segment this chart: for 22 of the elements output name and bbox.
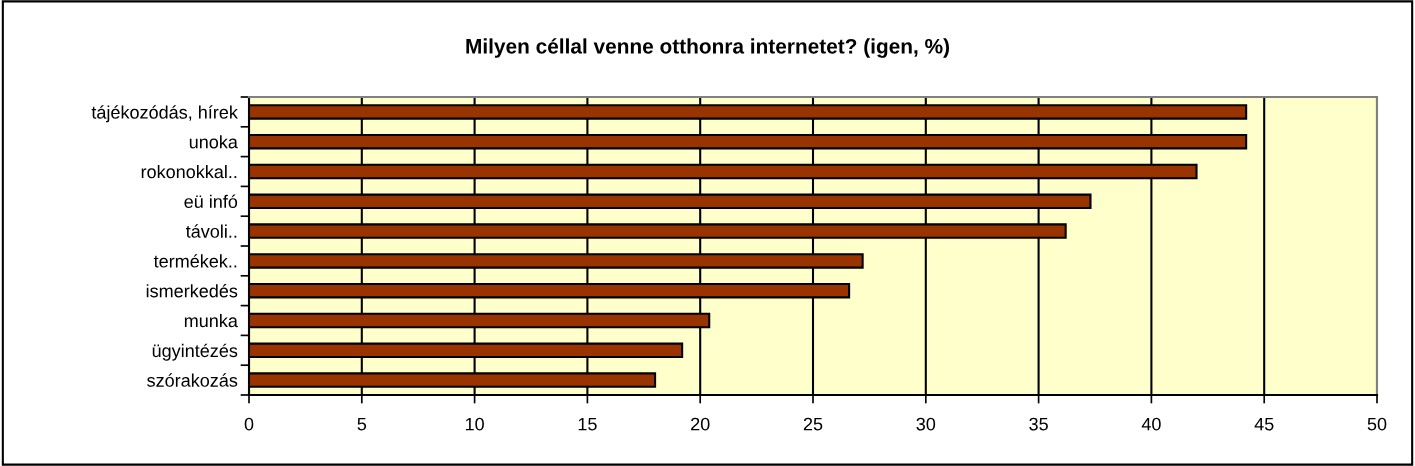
y-tick-label: ismerkedés xyxy=(146,283,238,298)
y-tick-label: eü infó xyxy=(184,194,238,209)
x-tick-label: 30 xyxy=(916,417,936,431)
y-tick-label: munka xyxy=(184,313,238,328)
y-tick-label: távoli.. xyxy=(185,224,237,238)
x-tick-label: 10 xyxy=(465,417,484,431)
x-tick-label: 5 xyxy=(357,417,367,431)
x-tick-label: 15 xyxy=(578,417,597,431)
x-tick-label: 45 xyxy=(1254,417,1274,431)
y-tick-label: szórakozás xyxy=(147,373,238,387)
y-tick-label: ügyintézés xyxy=(152,343,238,361)
x-tick-label: 50 xyxy=(1367,417,1387,431)
x-tick-label: 25 xyxy=(803,417,823,431)
y-tick-label: termékek.. xyxy=(153,254,237,268)
x-tick-label: 40 xyxy=(1141,417,1161,431)
y-tick-label: rokonokkal.. xyxy=(141,164,237,179)
x-tick-label: 20 xyxy=(691,417,710,431)
chart-title: Milyen céllal venne otthonra internetet? (igen, %) xyxy=(466,38,949,58)
y-tick-label: unoka xyxy=(189,135,238,149)
x-tick-label: 0 xyxy=(244,417,254,431)
y-tick-label: tájékozódás, hírek xyxy=(91,105,238,123)
x-tick-label: 35 xyxy=(1029,417,1048,431)
